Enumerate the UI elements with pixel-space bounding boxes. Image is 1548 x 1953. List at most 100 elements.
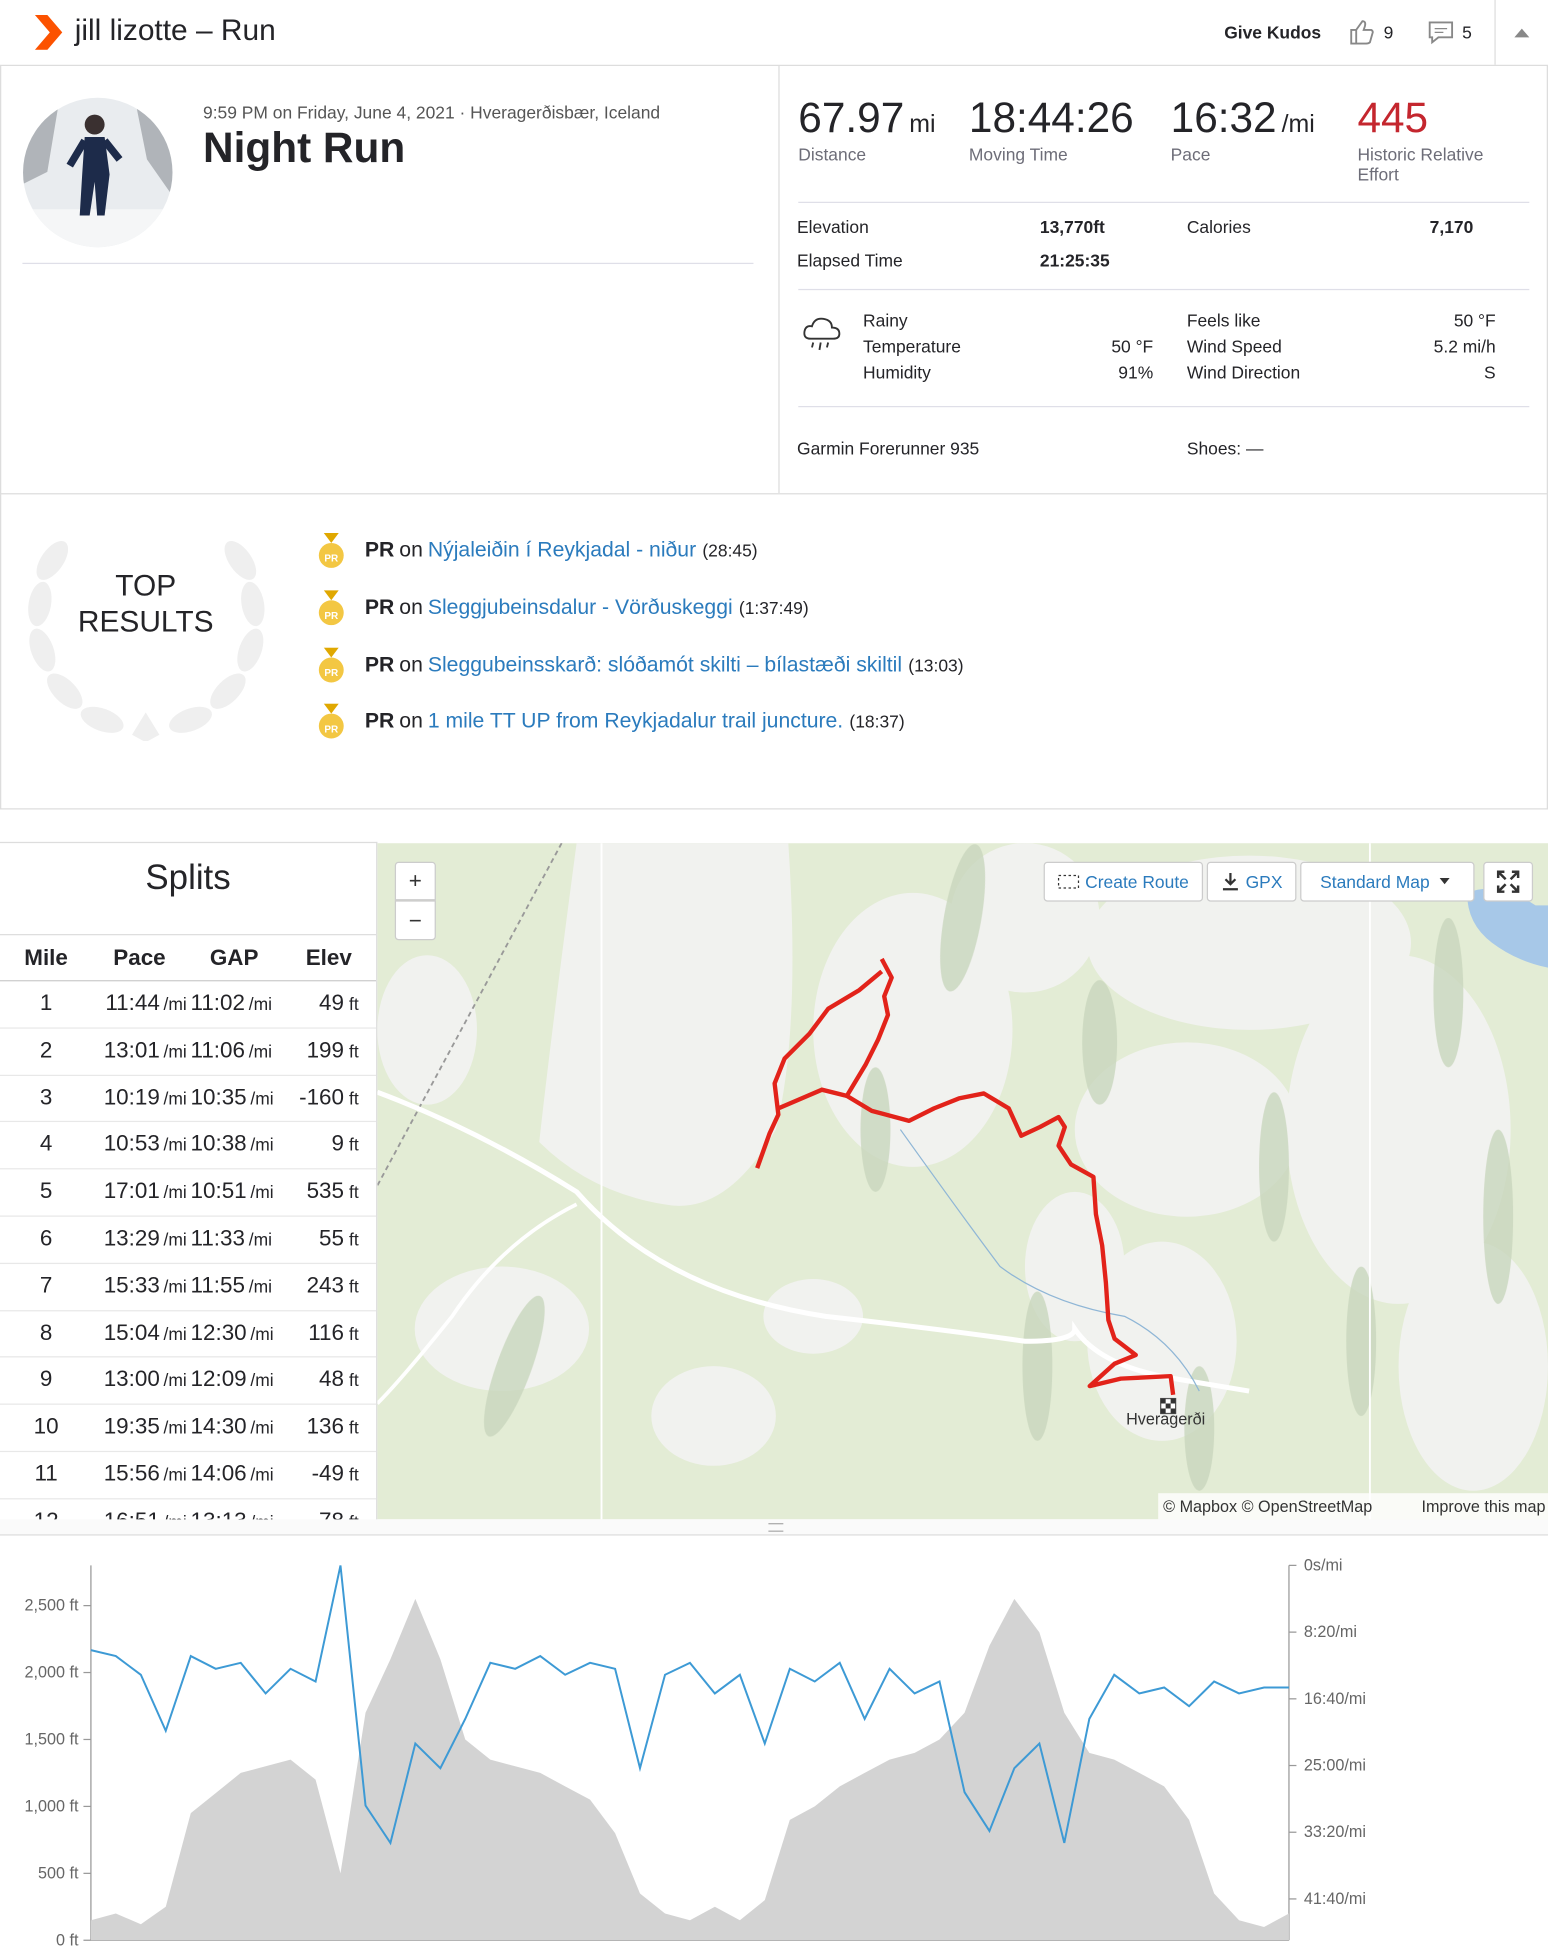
y-tick-label: 2,000 ft	[25, 1664, 79, 1682]
split-mile: 10	[33, 1413, 59, 1439]
map-style-dropdown[interactable]: Standard Map	[1300, 861, 1475, 902]
elev-unit: ft	[348, 1229, 359, 1250]
pace-unit: /mi	[163, 1464, 187, 1485]
segment-link[interactable]: Sleggjubeinsdalur - Vörðuskeggi	[427, 595, 733, 619]
split-gap-value: 12:09	[190, 1366, 247, 1392]
split-mile: 6	[39, 1225, 53, 1251]
weather-label: Temperature	[863, 336, 961, 357]
map-attribution[interactable]: © Mapbox © OpenStreetMap	[1163, 1498, 1372, 1516]
stat: 18:44:26	[969, 95, 1134, 144]
split-pace-value: 19:35	[103, 1413, 160, 1439]
elev-unit: ft	[348, 1087, 359, 1108]
segment-link[interactable]: Sleggubeinsskarð: slóðamót skilti – bíla…	[427, 652, 903, 676]
split-elev: 78 ft	[319, 1508, 359, 1521]
stat-label: Historic Relative Effort	[1357, 144, 1484, 185]
pace-unit: /mi	[163, 1276, 187, 1297]
weather-label: Humidity	[863, 362, 931, 383]
split-elev: 136 ft	[307, 1414, 359, 1440]
button-label: Standard Map	[1320, 871, 1430, 892]
split-gap: 12:09/mi	[191, 1367, 274, 1393]
weather-value: S	[1484, 362, 1496, 383]
split-pace: 15:04/mi	[104, 1320, 187, 1346]
medal	[318, 590, 344, 625]
stat-label: Distance	[798, 144, 867, 165]
stat-label: Calories	[1186, 216, 1251, 237]
pace-unit: /mi	[250, 1464, 274, 1485]
segment-link[interactable]: 1 mile TT UP from Reykjadalur trail junc…	[427, 709, 844, 733]
stat-value: 67.97	[798, 94, 905, 142]
splits-title: Splits	[145, 858, 231, 897]
elev-unit: ft	[348, 1464, 359, 1485]
pace-unit: /mi	[248, 1276, 272, 1297]
pace-unit: /mi	[163, 1087, 187, 1108]
y2-tick-label: 0s/mi	[1304, 1556, 1343, 1574]
split-elev: 9 ft	[332, 1131, 359, 1157]
shoes: Shoes: —	[1186, 438, 1264, 459]
gpx-button[interactable]: GPX	[1206, 861, 1297, 902]
split-gap: 10:38/mi	[191, 1131, 274, 1157]
split-mile: 3	[39, 1084, 53, 1110]
stat: 67.97 mi	[798, 95, 935, 144]
kudos-icon[interactable]	[1347, 17, 1377, 47]
segment-link[interactable]: Nýjaleiðin í Reykjadal - niður	[427, 537, 697, 562]
split-elev-value: 9	[331, 1131, 344, 1157]
split-gap-value: 11:02	[190, 990, 245, 1015]
top-results-title: TOP RESULTS	[77, 569, 214, 639]
pace-unit: /mi	[163, 1370, 187, 1391]
improve-map-link[interactable]: Improve this map	[1421, 1498, 1545, 1516]
stat-value: 18:44:26	[968, 94, 1134, 142]
split-gap: 10:51/mi	[191, 1178, 274, 1204]
result-connector: on	[399, 537, 423, 562]
split-mile: 7	[39, 1272, 53, 1298]
split-gap-value: 10:35	[190, 1084, 247, 1110]
split-elev: 243 ft	[307, 1273, 359, 1299]
button-label: GPX	[1245, 871, 1283, 892]
split-elev: 55 ft	[319, 1225, 359, 1251]
row-divider	[0, 1121, 377, 1123]
collapse-button[interactable]	[1513, 26, 1530, 38]
pace-unit: /mi	[163, 1135, 187, 1155]
split-mile: 1	[39, 990, 53, 1015]
resize-handle[interactable]	[0, 1519, 1548, 1536]
split-elev-value: 535	[306, 1178, 344, 1204]
split-gap-value: 12:30	[190, 1319, 247, 1345]
pace-unit: /mi	[250, 1087, 274, 1108]
split-gap-value: 14:30	[190, 1413, 247, 1439]
elev-unit: ft	[348, 1323, 359, 1344]
fullscreen-button[interactable]	[1483, 861, 1534, 902]
medal	[318, 647, 344, 682]
pace-unit: /mi	[163, 1182, 187, 1203]
activity-name: Night Run	[202, 124, 406, 172]
result-row: PR on Nýjaleiðin í Reykjadal - niður (28:45…	[365, 538, 758, 563]
grip[interactable]	[768, 1523, 784, 1532]
map[interactable]: Hveragerði © Mapbox © OpenStreetMap Impr…	[377, 843, 1548, 1520]
zoom-in[interactable]: +	[394, 861, 436, 901]
zoom-out[interactable]: −	[394, 900, 436, 941]
elev-unit: ft	[348, 1370, 359, 1391]
y2-tick-label: 41:40/mi	[1304, 1890, 1366, 1908]
split-mile: 5	[39, 1178, 53, 1204]
pace-unit: /mi	[250, 1323, 274, 1344]
comment-icon[interactable]	[1427, 19, 1454, 46]
weather-label: Feels like	[1186, 310, 1261, 331]
row-divider	[0, 1074, 377, 1076]
medal-label: PR	[324, 552, 339, 565]
give-kudos[interactable]: Give Kudos	[1224, 22, 1322, 43]
weather-icon	[803, 317, 841, 351]
stat-label: Moving Time	[968, 144, 1068, 165]
weather-value: 5.2 mi/h	[1433, 336, 1496, 357]
row-divider	[0, 1168, 377, 1170]
logo[interactable]	[32, 14, 64, 50]
create-route-button[interactable]: Create Route	[1043, 861, 1204, 902]
weather-condition: Rainy	[863, 310, 908, 331]
medal-label: PR	[324, 667, 339, 679]
split-gap: 11:02/mi	[191, 990, 272, 1016]
pace-unit: /mi	[248, 1229, 272, 1250]
split-gap: 11:33/mi	[191, 1225, 272, 1251]
row-divider	[0, 1356, 377, 1358]
avatar[interactable]	[22, 97, 173, 248]
y-tick-label: 1,500 ft	[25, 1730, 79, 1748]
split-gap-value: 14:06	[190, 1460, 247, 1486]
split-gap-value: 10:38	[190, 1131, 247, 1157]
medal-label: PR	[324, 609, 339, 622]
